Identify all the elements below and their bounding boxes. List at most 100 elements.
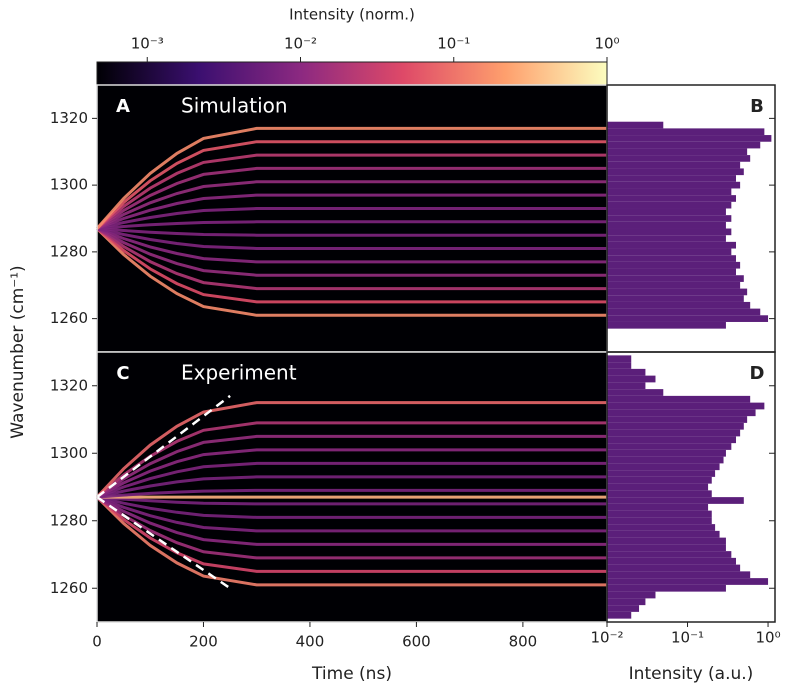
mode-line: [96, 227, 607, 291]
x-tick-label: 200: [189, 633, 218, 651]
bar: [607, 375, 656, 383]
tick-label: 10⁻¹: [437, 35, 470, 53]
heatmap-background: [97, 85, 607, 352]
mode-line: [96, 461, 607, 499]
y-tick-label: 1280: [50, 511, 88, 529]
guide-line: [96, 496, 231, 590]
bar: [607, 141, 761, 149]
mode-line: [96, 180, 607, 230]
bar: [607, 557, 737, 565]
panel-label: C: [116, 363, 129, 384]
bar: [607, 181, 741, 189]
mode-line: [95, 401, 607, 499]
tick-label: 10⁻²: [284, 35, 317, 53]
bar: [607, 128, 765, 136]
bar: [607, 268, 737, 276]
mode-line: [96, 495, 607, 533]
bar: [607, 422, 744, 430]
mode-line: [96, 495, 607, 519]
bar: [607, 208, 726, 216]
bar: [607, 530, 720, 538]
y-tick-label: 1320: [50, 109, 88, 127]
mode-line: [96, 495, 607, 506]
bar: [607, 449, 726, 457]
bar: [607, 382, 646, 390]
bar: [607, 221, 726, 229]
x-tick-label: 800: [509, 633, 538, 651]
bar: [607, 368, 646, 376]
x-tick-label: 10⁻²: [590, 629, 623, 647]
mode-line: [96, 421, 607, 499]
bar: [607, 155, 751, 162]
bar: [607, 355, 632, 363]
bar: [607, 503, 709, 511]
bar: [607, 470, 716, 477]
bar: [607, 215, 732, 222]
guide-line: [96, 394, 231, 499]
heatmap-background: [97, 352, 607, 622]
bar: [607, 443, 732, 450]
bar: [607, 584, 726, 592]
bar: [607, 295, 744, 302]
panel-title: Experiment: [181, 361, 297, 385]
mode-line: [96, 227, 607, 277]
bar: [607, 591, 656, 599]
bar: [607, 490, 712, 498]
x-tick-label: 10⁰: [755, 629, 780, 647]
bar: [607, 228, 732, 236]
bar: [607, 235, 726, 242]
x-tick-label: 10⁻¹: [671, 629, 704, 647]
bar: [607, 524, 716, 531]
mode-line: [96, 166, 607, 230]
bar: [607, 168, 744, 176]
bar: [607, 456, 724, 464]
bar: [607, 436, 737, 444]
bar: [607, 476, 712, 484]
bar: [607, 288, 748, 296]
bar: [607, 598, 646, 606]
bar: [607, 571, 751, 579]
bar: [607, 255, 737, 262]
bar: [607, 195, 737, 202]
bar: [607, 497, 744, 504]
mode-line: [96, 227, 607, 237]
y-tick-label: 1320: [50, 376, 88, 394]
y-tick-label: 1260: [50, 309, 88, 327]
mode-line: [96, 448, 607, 499]
mode-line: [96, 488, 607, 499]
x-axis-label: Intensity (a.u.): [629, 664, 754, 684]
bar: [607, 148, 748, 156]
x-tick-label: 600: [402, 633, 431, 651]
mode-line: [96, 220, 607, 230]
bar: [607, 321, 726, 329]
mode-line: [96, 495, 607, 546]
bar: [607, 395, 751, 403]
y-tick-label: 1260: [50, 579, 88, 597]
bar: [607, 175, 737, 182]
mode-line: [96, 227, 607, 304]
bar: [607, 551, 732, 558]
y-tick-label: 1300: [50, 176, 88, 194]
bar: [607, 121, 664, 129]
bar: [607, 315, 769, 322]
bar: [607, 463, 720, 471]
panel-label: A: [116, 96, 130, 117]
mode-line: [95, 227, 607, 317]
bar: [607, 564, 741, 572]
bar: [607, 161, 741, 169]
mode-line: [96, 434, 607, 499]
bar: [607, 537, 726, 545]
bar: [607, 301, 751, 309]
mode-line: [96, 153, 607, 230]
x-axis-label: Time (ns): [311, 664, 392, 684]
bar: [607, 281, 741, 289]
bar: [607, 611, 632, 619]
panel-label: B: [750, 96, 764, 117]
mode-line: [96, 207, 607, 230]
bar: [607, 248, 732, 256]
panel-title: Simulation: [181, 94, 288, 118]
bar: [607, 483, 709, 491]
bar: [607, 402, 765, 410]
bar: [607, 389, 664, 396]
